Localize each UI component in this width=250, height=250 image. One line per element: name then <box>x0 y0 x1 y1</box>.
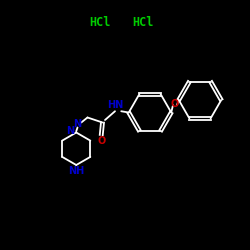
Text: NH: NH <box>68 166 84 176</box>
Text: HCl: HCl <box>89 16 111 29</box>
Text: HN: HN <box>107 100 123 110</box>
Text: N: N <box>66 126 74 136</box>
Text: N: N <box>74 119 82 129</box>
Text: HCl: HCl <box>132 16 153 29</box>
Text: O: O <box>171 99 179 109</box>
Text: O: O <box>97 136 106 146</box>
